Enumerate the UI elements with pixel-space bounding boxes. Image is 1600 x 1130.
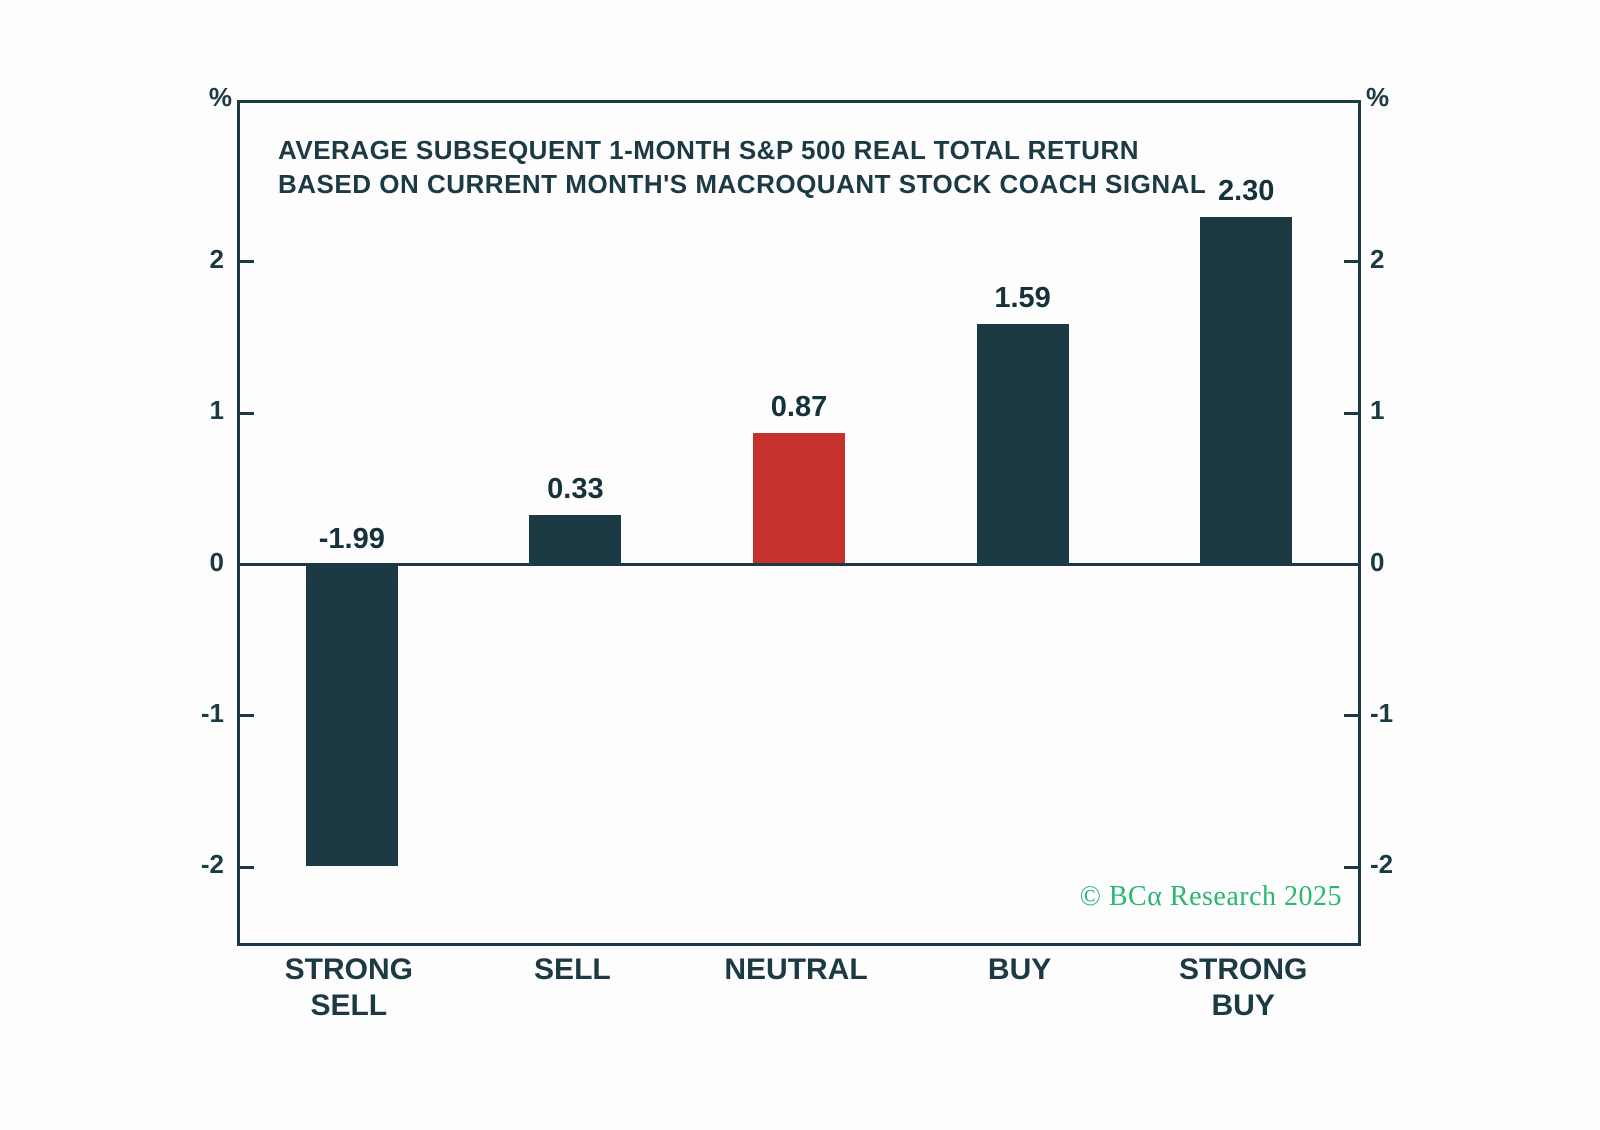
bar-value-label: -1.99	[318, 522, 385, 555]
y-tick-label-left: -2	[200, 849, 224, 880]
y-tick-mark-left	[240, 260, 254, 264]
y-tick-mark-left	[240, 865, 254, 869]
bar-value-label: 2.30	[1217, 174, 1275, 207]
chart-title-line-1: AVERAGE SUBSEQUENT 1-MONTH S&P 500 REAL …	[278, 135, 1140, 165]
y-tick-label-right: 2	[1370, 243, 1385, 274]
x-axis-category-label: NEUTRAL	[724, 953, 868, 986]
y-tick-mark-right	[1344, 260, 1358, 264]
bar	[529, 514, 622, 565]
y-axis-unit-right: %	[1366, 82, 1390, 112]
bar	[1200, 216, 1293, 565]
x-axis-category-label: BUY	[987, 953, 1052, 986]
bar	[305, 564, 398, 866]
y-tick-mark-right	[1344, 411, 1358, 415]
x-axis-category-label: SELL	[534, 953, 611, 986]
y-tick-mark-right	[1344, 714, 1358, 718]
y-tick-label-left: 0	[209, 546, 224, 577]
y-tick-label-left: -1	[200, 697, 224, 728]
x-axis-category-label: STRONG SELL	[284, 953, 413, 1022]
bar	[753, 432, 845, 565]
plot-area: AVERAGE SUBSEQUENT 1-MONTH S&P 500 REAL …	[237, 100, 1361, 946]
y-axis-unit-left: %	[208, 82, 232, 112]
y-tick-label-right: -1	[1370, 697, 1394, 728]
y-tick-label-right: -2	[1370, 849, 1394, 880]
y-tick-mark-left	[240, 714, 254, 718]
y-tick-label-right: 0	[1370, 546, 1385, 577]
y-tick-label-right: 1	[1370, 395, 1385, 426]
copyright-watermark: © BCα Research 2025	[1079, 881, 1342, 912]
zero-baseline	[240, 563, 1358, 567]
chart-title: AVERAGE SUBSEQUENT 1-MONTH S&P 500 REAL …	[278, 133, 1206, 202]
chart-title-line-2: BASED ON CURRENT MONTH'S MACROQUANT STOC…	[278, 169, 1207, 200]
y-tick-mark-right	[1344, 865, 1358, 869]
y-tick-label-left: 1	[209, 395, 224, 426]
bar-value-label: 1.59	[994, 281, 1051, 314]
bar-value-label: 0.87	[770, 390, 828, 423]
bar	[976, 323, 1069, 565]
bar-value-label: 0.33	[547, 472, 604, 505]
y-tick-mark-left	[240, 411, 254, 415]
x-axis-category-label: STRONG BUY	[1179, 953, 1308, 1022]
y-tick-label-left: 2	[209, 243, 224, 274]
